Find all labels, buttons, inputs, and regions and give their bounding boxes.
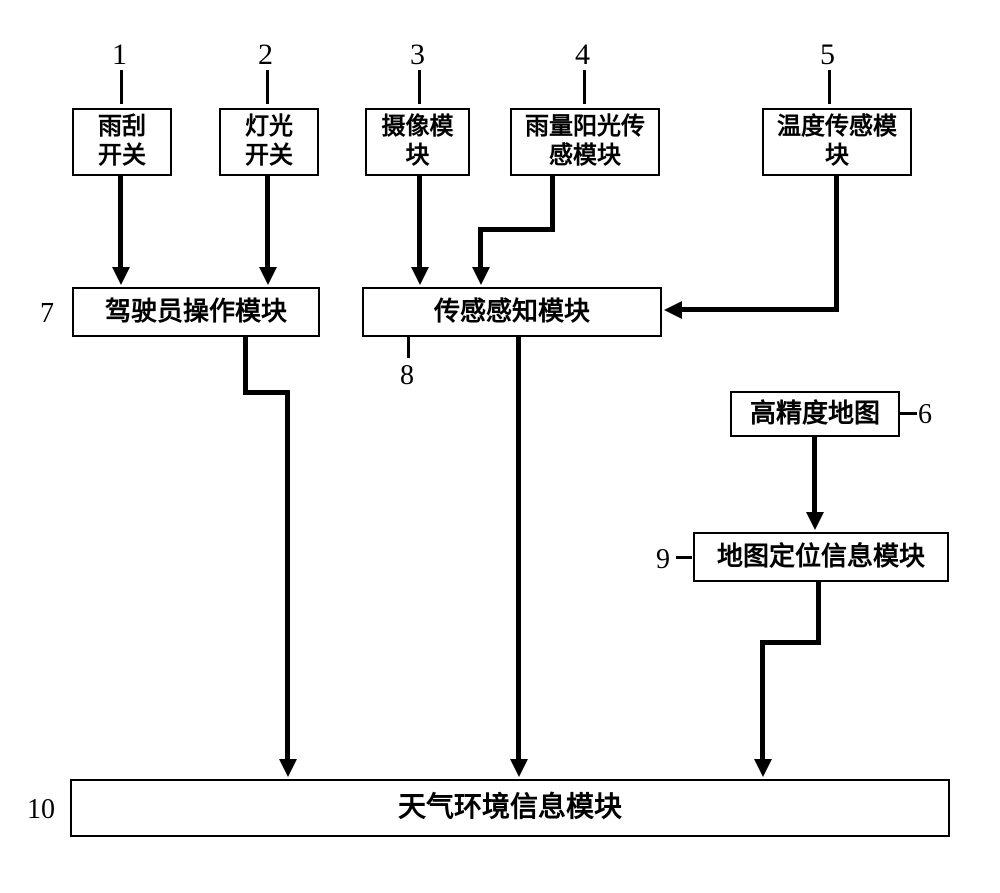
node-label: 温度传感模块	[777, 113, 897, 171]
num-4: 4	[575, 38, 590, 72]
edge-line	[760, 640, 765, 761]
node-label: 摄像模块	[382, 113, 454, 171]
node-label: 传感感知模块	[434, 296, 590, 327]
node-camera-module: 摄像模块	[365, 108, 470, 176]
edge-line	[285, 390, 290, 761]
num-2: 2	[258, 38, 273, 72]
edge-line	[583, 70, 586, 104]
edge-line	[676, 556, 692, 559]
node-driver-op: 驾驶员操作模块	[72, 287, 320, 337]
node-label: 地图定位信息模块	[717, 541, 925, 572]
edge-line	[243, 390, 290, 395]
edge-line	[900, 412, 917, 415]
arrow-head-icon	[472, 267, 490, 285]
edge-line	[243, 337, 248, 390]
arrow-head-icon	[510, 759, 528, 777]
edge-line	[834, 176, 839, 307]
num-1: 1	[112, 38, 127, 72]
edge-line	[480, 227, 555, 232]
edge-line	[828, 70, 831, 104]
node-label: 雨量阳光传感模块	[525, 113, 645, 171]
node-wiper-switch: 雨刮开关	[72, 108, 172, 176]
num-6: 6	[918, 399, 932, 431]
edge-line	[407, 337, 410, 358]
node-weather-env: 天气环境信息模块	[70, 779, 950, 837]
edge-line	[550, 176, 555, 227]
node-label: 高精度地图	[750, 398, 880, 429]
node-label: 灯光开关	[245, 113, 293, 171]
edge-line	[418, 70, 421, 104]
edge-line	[266, 70, 269, 104]
node-map-location: 地图定位信息模块	[693, 532, 949, 582]
edge-line	[680, 307, 839, 312]
arrow-head-icon	[664, 301, 682, 319]
num-3: 3	[410, 38, 425, 72]
node-hd-map: 高精度地图	[730, 391, 900, 437]
edge-line	[265, 176, 270, 269]
diagram-canvas: 雨刮开关 灯光开关 摄像模块 雨量阳光传感模块 温度传感模块 驾驶员操作模块 传…	[0, 0, 1000, 893]
arrow-head-icon	[411, 267, 429, 285]
edge-line	[516, 337, 521, 761]
arrow-head-icon	[279, 759, 297, 777]
num-9: 9	[656, 544, 670, 576]
node-sensor-perception: 传感感知模块	[362, 287, 662, 337]
node-temp-sensor: 温度传感模块	[762, 108, 912, 176]
edge-line	[478, 227, 483, 269]
num-8: 8	[400, 360, 414, 392]
node-label: 天气环境信息模块	[398, 791, 622, 825]
node-light-switch: 灯光开关	[219, 108, 319, 176]
num-7: 7	[40, 298, 54, 330]
edge-line	[763, 640, 821, 645]
node-label: 驾驶员操作模块	[105, 296, 287, 327]
arrow-head-icon	[806, 512, 824, 530]
num-5: 5	[820, 38, 835, 72]
arrow-head-icon	[112, 267, 130, 285]
edge-line	[417, 176, 422, 269]
node-label: 雨刮开关	[98, 113, 146, 171]
arrow-head-icon	[259, 267, 277, 285]
node-rain-sun-sensor: 雨量阳光传感模块	[510, 108, 660, 176]
arrow-head-icon	[754, 759, 772, 777]
edge-line	[120, 70, 123, 104]
edge-line	[812, 437, 817, 514]
edge-line	[816, 582, 821, 640]
num-10: 10	[27, 794, 55, 826]
edge-line	[118, 176, 123, 269]
